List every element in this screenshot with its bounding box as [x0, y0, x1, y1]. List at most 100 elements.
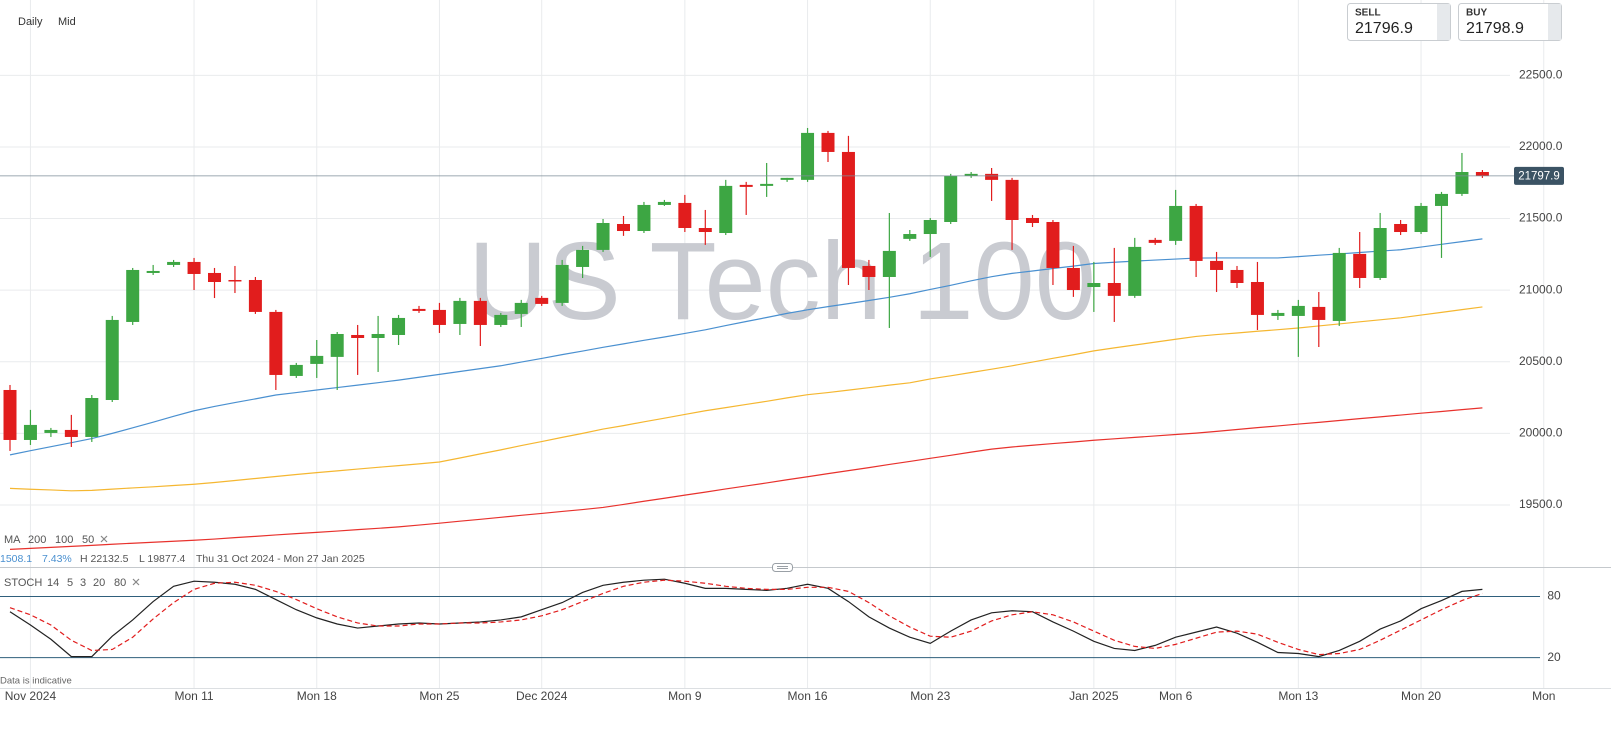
buy-box-frame: [1458, 3, 1562, 41]
candle-body: [105, 319, 119, 401]
moving-average-line: [9, 306, 1483, 492]
handle-frame: [772, 563, 793, 572]
x-tick-label: Mon 13: [1278, 689, 1318, 703]
candle-body: [821, 132, 835, 152]
watermark: US Tech 100: [468, 220, 1096, 343]
x-tick-label: Jan 2025: [1069, 689, 1119, 703]
candle-body: [923, 219, 937, 235]
legend-entry: 50: [82, 534, 94, 546]
candle-body: [1189, 205, 1203, 261]
moving-average-line: [9, 238, 1483, 456]
candle-body: [535, 297, 549, 304]
candle-body: [1353, 253, 1367, 278]
candle-body: [310, 355, 324, 364]
candle-body: [617, 223, 630, 232]
candle-body: [596, 222, 610, 250]
candle-body: [494, 314, 508, 325]
candle-body: [1046, 221, 1060, 268]
info-last: 1508.1: [0, 553, 32, 565]
y-tick-label: 19500.0: [1519, 497, 1563, 511]
candle-body: [719, 185, 733, 234]
stoch-param: 14: [47, 577, 59, 589]
buy-box[interactable]: BUY 21798.9: [1458, 3, 1562, 41]
x-tick-label: Mon 18: [297, 689, 337, 703]
y-tick-label: 22000.0: [1519, 139, 1563, 153]
close-icon[interactable]: [100, 535, 108, 543]
candle-body: [1026, 217, 1039, 223]
price-type-button[interactable]: Mid: [58, 16, 76, 28]
candle-body: [44, 429, 58, 433]
candle-body: [432, 309, 446, 325]
sell-label: SELL: [1355, 8, 1381, 19]
candle-body: [1128, 246, 1142, 296]
legend-entry: 200: [28, 534, 46, 546]
x-tick-label: Mon 11: [174, 689, 213, 703]
candle-body: [64, 429, 78, 437]
candle-body: [330, 333, 344, 357]
info-change: 7.43%: [42, 553, 72, 565]
candle-body: [1066, 267, 1080, 291]
sell-box[interactable]: SELL 21796.9: [1347, 3, 1451, 41]
candle-body: [1394, 223, 1408, 233]
x-tick-label: Mon 6: [1159, 689, 1193, 703]
candle-body: [473, 300, 487, 325]
candle-body: [637, 204, 651, 232]
disclaimer: Data is indicative: [0, 676, 72, 687]
candle-body: [576, 249, 590, 267]
y-tick-label: 80: [1547, 589, 1561, 603]
x-tick-label: Mon 16: [788, 689, 828, 703]
candle-body: [1455, 172, 1469, 194]
candle-body: [1291, 305, 1305, 316]
info-high: H 22132.5: [80, 553, 129, 565]
candle-body: [657, 201, 671, 205]
candle-body: [964, 173, 978, 176]
candle-body: [1373, 228, 1387, 278]
stoch-param: 20: [93, 577, 105, 589]
candle-body: [85, 398, 99, 437]
buy-label: BUY: [1466, 8, 1487, 19]
candle-body: [801, 132, 815, 180]
candle-body: [903, 234, 917, 239]
legend-entry: 100: [55, 534, 73, 546]
panel-resize-handle[interactable]: [772, 563, 793, 572]
stochastic-line: [9, 579, 1483, 656]
close-icon-stroke: [132, 578, 140, 586]
candle-body: [1271, 312, 1285, 316]
sell-box-strip: [1437, 4, 1450, 40]
interval-button[interactable]: Daily: [18, 16, 43, 28]
candle-body: [248, 279, 262, 312]
grid: [0, 0, 1545, 688]
candle-body: [555, 264, 569, 303]
candle-body: [698, 228, 712, 233]
x-tick-label: Dec 2024: [516, 689, 568, 703]
y-tick-label: 21500.0: [1519, 211, 1563, 225]
candle-body: [1435, 193, 1448, 206]
candle-body: [1087, 282, 1101, 288]
sell-price: 21796.9: [1355, 20, 1413, 37]
candle-body: [371, 333, 385, 338]
candle-body: [167, 261, 181, 265]
buy-price: 21798.9: [1466, 20, 1524, 37]
buy-box-strip: [1548, 4, 1561, 40]
x-tick-label: Nov 2024: [5, 689, 57, 703]
moving-average-line: [9, 407, 1483, 550]
candle-body: [944, 175, 958, 222]
candle-body: [1169, 205, 1183, 241]
info-range: Thu 31 Oct 2024 - Mon 27 Jan 2025: [196, 553, 365, 565]
x-tick-label: Mon 20: [1401, 689, 1441, 703]
candle-body: [1005, 179, 1019, 220]
candle-body: [1107, 282, 1121, 296]
stoch-title: STOCH: [4, 577, 42, 589]
close-icon[interactable]: [132, 578, 140, 586]
candle-body: [862, 265, 876, 277]
y-tick-label: 20500.0: [1519, 354, 1563, 368]
stochastic-line: [9, 578, 1483, 658]
y-tick-label: 20000.0: [1519, 426, 1563, 440]
current-price-label: 21797.9: [1518, 170, 1560, 182]
candle-body: [453, 300, 467, 324]
candle-body: [514, 302, 528, 314]
candle-body: [228, 279, 242, 282]
info-low: L 19877.4: [139, 553, 185, 565]
candle-body: [269, 311, 283, 375]
